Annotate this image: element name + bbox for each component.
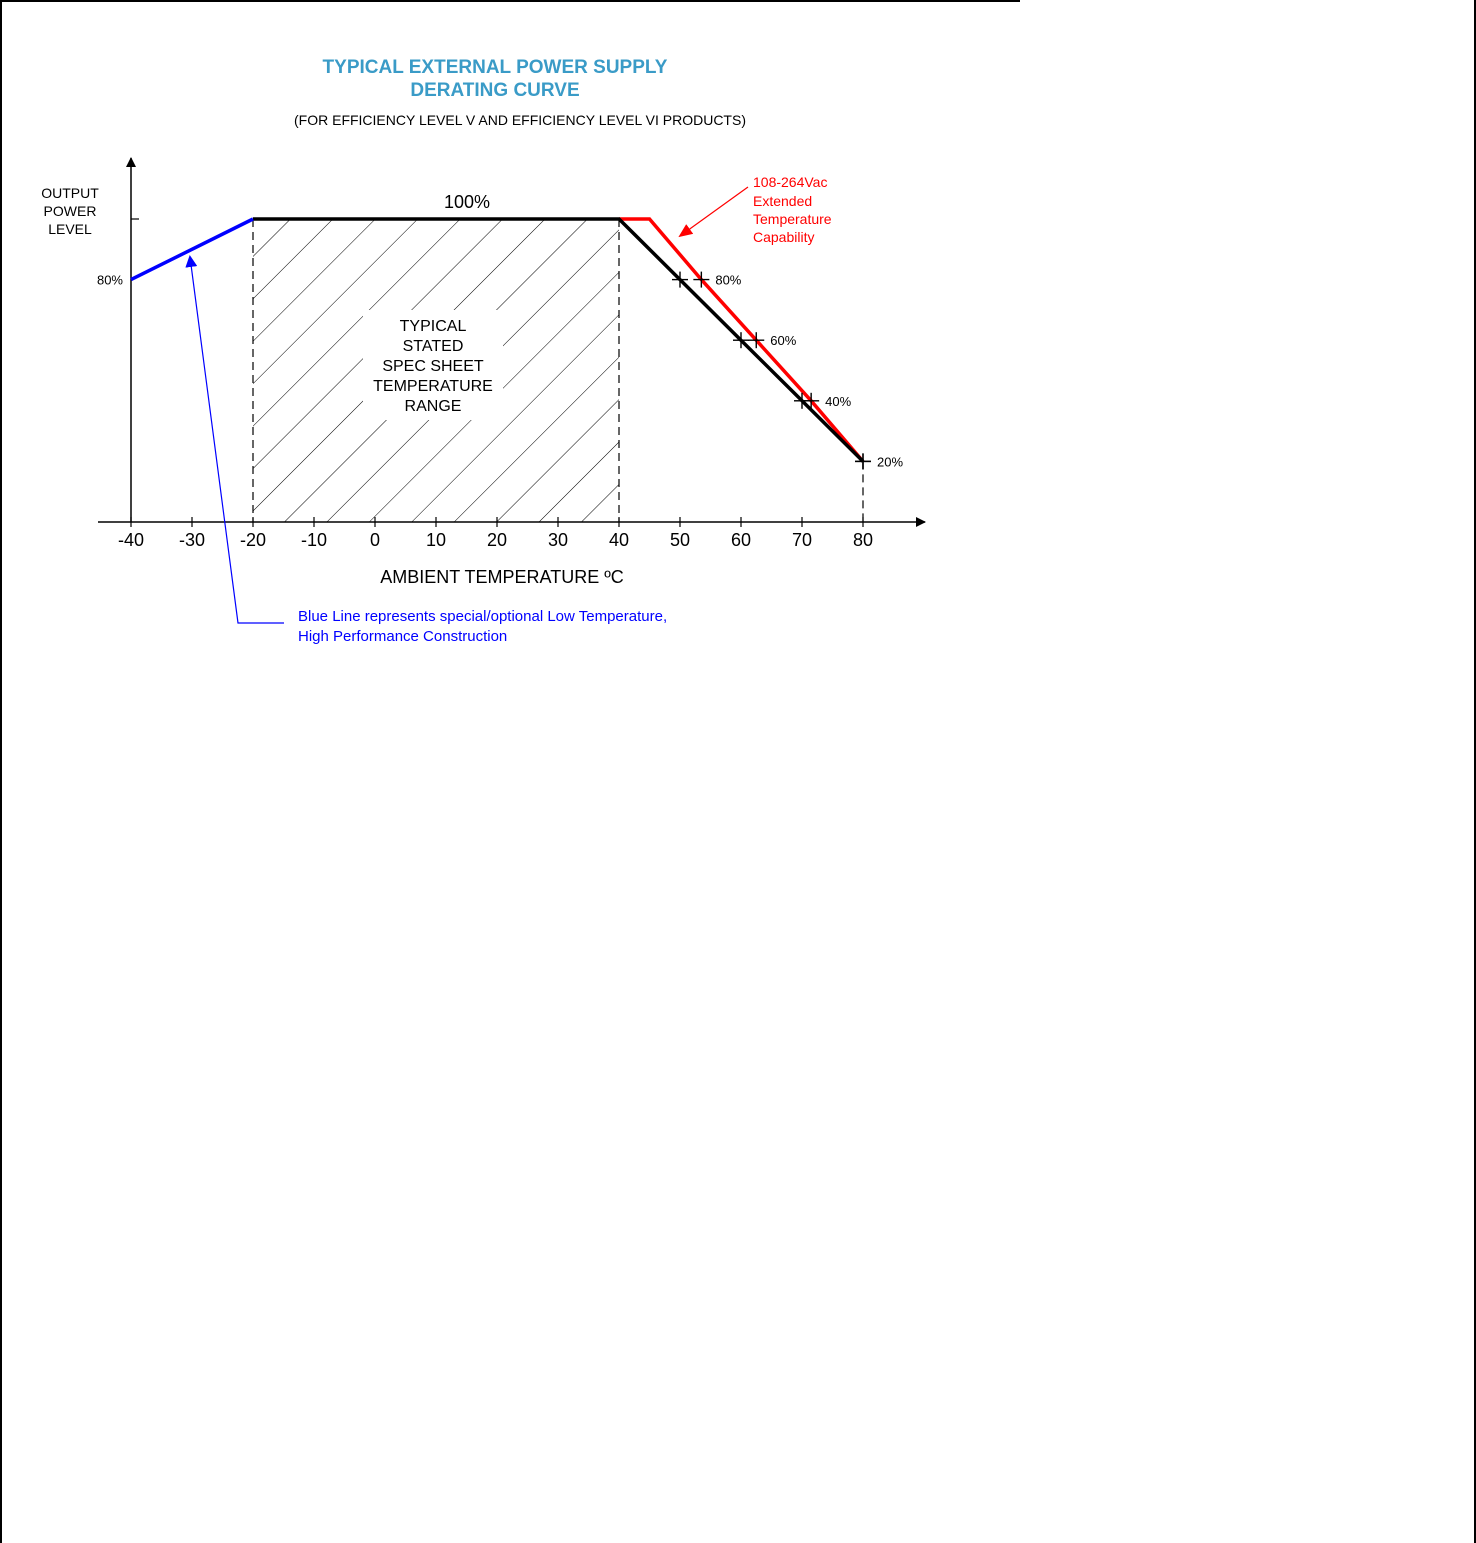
plateau-100-label: 100% (444, 192, 490, 212)
spec-range-label-line-1: TYPICAL (400, 318, 467, 335)
blue-annotation-line-1: Blue Line represents special/optional Lo… (298, 608, 667, 625)
red-annotation-line-2: Extended (753, 193, 812, 209)
chart-title-line-1: TYPICAL EXTERNAL POWER SUPPLY (323, 57, 668, 78)
y-axis-label-line-3: LEVEL (48, 221, 92, 237)
x-tick-label-11: 70 (792, 530, 812, 550)
page-frame-left (0, 0, 2, 1543)
red-marker-4 (803, 392, 820, 409)
point-label-1: 60% (770, 333, 796, 348)
y-axis-label-line-1: OUTPUT (41, 185, 99, 201)
black-marker-3 (733, 332, 749, 349)
spec-range-label-line-5: RANGE (405, 398, 462, 415)
red-marker-3 (748, 332, 765, 349)
point-label-2: 40% (825, 394, 851, 409)
black-marker-2 (672, 271, 688, 288)
x-tick-label-2: -20 (240, 530, 266, 550)
x-tick-label-9: 50 (670, 530, 690, 550)
page-frame-top (0, 0, 1020, 2)
series-extended-temperature (619, 217, 865, 463)
spec-range-label-line-2: STATED (403, 338, 464, 355)
spec-range-label-line-4: TEMPERATURE (373, 378, 493, 395)
x-tick-label-7: 30 (548, 530, 568, 550)
chart-title-line-2: DERATING CURVE (410, 80, 579, 101)
red-annotation-line-3: Temperature (753, 211, 832, 227)
spec-range-label-background (363, 310, 503, 420)
x-tick-label-6: 20 (487, 530, 507, 550)
point-label-0: 80% (715, 273, 741, 288)
blue-annotation-line-2: High Performance Construction (298, 628, 507, 645)
y-axis-80-label: 80% (97, 273, 123, 288)
derating-point-markers (672, 271, 871, 470)
red-marker-5 (855, 453, 871, 470)
derating-point-labels: 80% 60% 40% 20% (715, 273, 903, 470)
y-axis-label-line-2: POWER (44, 203, 97, 219)
x-tick-label-8: 40 (609, 530, 629, 550)
x-tick-label-3: -10 (301, 530, 327, 550)
red-annotation-line-4: Capability (753, 229, 814, 245)
x-tick-label-1: -30 (179, 530, 205, 550)
x-tick-label-4: 0 (370, 530, 380, 550)
point-label-3: 20% (877, 454, 903, 469)
blue-annotation-leader (185, 255, 284, 624)
x-axis-tick-labels: -40 -30 -20 -10 0 10 20 30 40 50 60 70 80 (118, 530, 873, 550)
series-low-temperature (130, 217, 254, 282)
chart-subtitle: (FOR EFFICIENCY LEVEL V AND EFFICIENCY L… (294, 112, 746, 128)
red-annotation-line-1: 108-264Vac (753, 174, 827, 190)
x-axis-tick-marks (130, 517, 864, 527)
x-axis-label: AMBIENT TEMPERATURE ºC (380, 567, 624, 587)
red-marker-2 (693, 271, 710, 288)
spec-range-label-line-3: SPEC SHEET (382, 358, 484, 375)
x-tick-label-0: -40 (118, 530, 144, 550)
red-annotation-arrow (678, 186, 749, 238)
page-frame-right (1474, 0, 1476, 1543)
series-standard-derating (253, 217, 865, 463)
x-tick-label-10: 60 (731, 530, 751, 550)
x-tick-label-5: 10 (426, 530, 446, 550)
x-tick-label-12: 80 (853, 530, 873, 550)
